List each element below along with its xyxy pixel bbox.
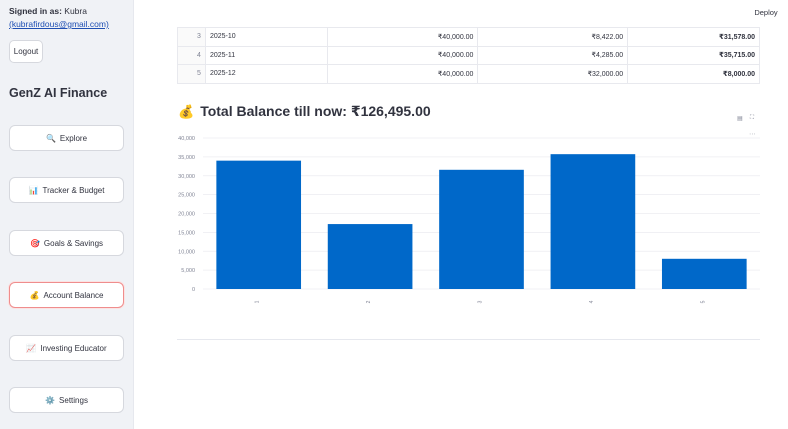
y-tick-label: 40,000	[178, 136, 195, 142]
amount-cell: ₹35,715.00	[627, 45, 760, 65]
app-title: GenZ AI Finance	[9, 86, 108, 100]
x-tick-label: 3	[478, 300, 484, 303]
fullscreen-icon[interactable]: ⛶	[749, 114, 755, 121]
chart-menu-icon[interactable]: ⋯	[749, 131, 756, 138]
table-row: 4 2025-11 ₹40,000.00 ₹4,285.00 ₹35,715.00	[177, 45, 760, 65]
magnifier-icon: 🔍	[45, 133, 56, 143]
amount-cell: ₹8,000.00	[627, 64, 760, 84]
sidebar-item-settings[interactable]: ⚙️ Settings	[9, 387, 124, 413]
chart-toolbar: ▤ ⛶	[732, 111, 760, 125]
x-tick-label: 4	[589, 300, 595, 303]
balance-bar-chart: 0 5,000 10,000 15,000 20,000 25,000 30,000 35,0…	[178, 136, 760, 303]
x-tick-label: 2	[366, 300, 372, 303]
row-index: 3	[177, 27, 206, 47]
amount-cell: ₹4,285.00	[477, 45, 629, 65]
table-row: 5 2025-12 ₹40,000.00 ₹32,000.00 ₹8,000.00	[177, 64, 760, 84]
monthly-balance-table: 3 2025-10 ₹40,000.00 ₹8,422.00 ₹31,578.00 4 20…	[177, 27, 760, 84]
signed-in-label: Signed in as:	[9, 6, 62, 16]
sidebar-item-account-balance[interactable]: 💰 Account Balance	[9, 282, 124, 308]
y-tick-label: 20,000	[178, 212, 195, 218]
table-row: 3 2025-10 ₹40,000.00 ₹8,422.00 ₹31,578.00	[177, 27, 760, 47]
bar-2	[327, 224, 413, 289]
sidebar-item-label: Settings	[59, 395, 88, 405]
month-cell: 2025-11	[204, 45, 328, 65]
row-index: 5	[177, 64, 206, 84]
section-divider	[177, 339, 760, 340]
bar-1	[216, 160, 302, 289]
sidebar-item-label: Tracker & Budget	[42, 185, 105, 195]
download-icon[interactable]: ▤	[737, 115, 743, 122]
bar-4	[550, 154, 636, 289]
x-tick-label: 1	[255, 300, 261, 303]
y-tick-label: 15,000	[178, 230, 195, 236]
user-email-link[interactable]: (kubrafirdous@gmail.com)	[9, 19, 109, 29]
amount-cell: ₹32,000.00	[477, 64, 629, 84]
month-cell: 2025-10	[204, 27, 328, 47]
trend-chart-icon: 📈	[26, 343, 37, 353]
row-index: 4	[177, 45, 206, 65]
total-balance-text: Total Balance till now: ₹126,495.00	[200, 103, 431, 119]
y-tick-label: 10,000	[178, 249, 195, 255]
amount-cell: ₹40,000.00	[326, 45, 479, 65]
amount-cell: ₹31,578.00	[627, 27, 760, 47]
sidebar-item-label: Explore	[59, 133, 88, 143]
amount-cell: ₹40,000.00	[326, 64, 479, 84]
sidebar-item-explore[interactable]: 🔍 Explore	[9, 125, 124, 151]
signed-in-info: Signed in as: Kubra (kubrafirdous@gmail.…	[9, 5, 109, 31]
total-balance-heading: 💰 Total Balance till now: ₹126,495.00	[178, 103, 431, 120]
sidebar: Signed in as: Kubra (kubrafirdous@gmail.…	[0, 0, 134, 429]
sidebar-item-label: Account Balance	[43, 290, 104, 300]
amount-cell: ₹40,000.00	[326, 27, 479, 47]
y-tick-label: 5,000	[181, 268, 195, 274]
sidebar-item-goals-savings[interactable]: 🎯 Goals & Savings	[9, 230, 124, 256]
bar-3	[439, 169, 524, 289]
y-tick-label: 35,000	[178, 155, 195, 161]
gear-icon: ⚙️	[45, 395, 56, 405]
user-name: Kubra	[64, 6, 87, 16]
bar-5	[661, 258, 747, 289]
amount-cell: ₹8,422.00	[477, 27, 629, 47]
y-tick-label: 30,000	[178, 174, 195, 180]
deploy-button[interactable]: Deploy	[754, 8, 778, 17]
y-tick-label: 25,000	[178, 193, 195, 199]
money-bag-icon: 💰	[29, 290, 40, 300]
sidebar-item-label: Investing Educator	[40, 343, 107, 353]
sidebar-item-label: Goals & Savings	[43, 238, 104, 248]
month-cell: 2025-12	[204, 64, 328, 84]
y-tick-label: 0	[192, 287, 195, 293]
sidebar-item-tracker-budget[interactable]: 📊 Tracker & Budget	[9, 177, 124, 203]
sidebar-item-investing-educator[interactable]: 📈 Investing Educator	[9, 335, 124, 361]
target-icon: 🎯	[29, 238, 40, 248]
logout-button[interactable]: Logout	[9, 40, 43, 63]
money-bag-icon: 💰	[178, 103, 195, 119]
bar-chart-icon: 📊	[28, 185, 39, 195]
x-tick-label: 5	[700, 300, 706, 303]
